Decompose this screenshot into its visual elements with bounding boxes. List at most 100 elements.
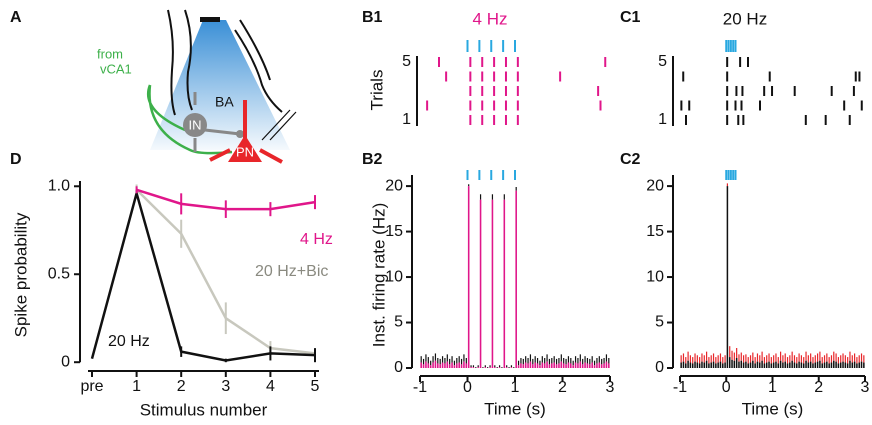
bar bbox=[529, 361, 532, 368]
bar bbox=[479, 199, 482, 368]
x-tick-label: -1 bbox=[673, 379, 687, 396]
bar bbox=[427, 363, 430, 368]
bar bbox=[425, 361, 427, 368]
bar bbox=[759, 362, 761, 368]
bar bbox=[789, 362, 791, 368]
x-tick-label: 1 bbox=[132, 378, 141, 395]
series-label: 20 Hz bbox=[108, 333, 150, 350]
panel-label: C1 bbox=[620, 9, 641, 26]
bar bbox=[775, 361, 777, 368]
bar bbox=[448, 364, 451, 368]
y-tick-label: 0 bbox=[61, 353, 70, 370]
bar bbox=[826, 361, 828, 368]
series-label: 20 Hz+Bic bbox=[255, 263, 328, 280]
bar bbox=[701, 361, 703, 368]
y-tick-label: 20 bbox=[385, 177, 403, 194]
bar bbox=[434, 360, 437, 368]
bar bbox=[735, 357, 738, 368]
bar bbox=[779, 360, 782, 368]
bar bbox=[577, 363, 579, 368]
bar bbox=[763, 363, 766, 368]
bar bbox=[494, 367, 496, 368]
bar bbox=[498, 367, 501, 368]
x-tick-label: 1 bbox=[511, 379, 520, 396]
x-tick-label: 3 bbox=[861, 379, 870, 396]
bar bbox=[756, 361, 759, 368]
bar bbox=[527, 363, 529, 368]
bar bbox=[422, 364, 425, 368]
bar bbox=[555, 364, 558, 368]
bar bbox=[828, 363, 830, 368]
bar bbox=[726, 186, 729, 368]
y-tick-label: 1 bbox=[402, 111, 411, 128]
bar bbox=[844, 362, 847, 368]
bar bbox=[719, 361, 722, 368]
bar bbox=[768, 361, 770, 368]
bar bbox=[712, 361, 715, 368]
bar bbox=[793, 362, 796, 368]
bar bbox=[742, 362, 745, 368]
bar bbox=[472, 367, 475, 368]
bar bbox=[603, 363, 605, 368]
bar bbox=[807, 362, 810, 368]
bar bbox=[791, 360, 793, 368]
bar bbox=[446, 361, 449, 368]
x-tick-label: 4 bbox=[266, 378, 275, 395]
bar bbox=[581, 364, 584, 368]
bar bbox=[579, 361, 582, 368]
y-tick-label: 10 bbox=[385, 268, 403, 285]
bar bbox=[816, 361, 819, 368]
x-tick-label: 2 bbox=[558, 379, 567, 396]
bar bbox=[849, 360, 851, 368]
principal-neuron bbox=[228, 135, 262, 162]
bar bbox=[682, 361, 685, 368]
bar bbox=[441, 362, 444, 368]
bar bbox=[541, 362, 544, 368]
y-tick-label: 5 bbox=[658, 53, 667, 70]
bar bbox=[453, 365, 456, 368]
bar bbox=[437, 363, 439, 368]
region-label: BA bbox=[215, 94, 234, 110]
bar bbox=[809, 361, 812, 368]
bar bbox=[830, 362, 833, 368]
bar bbox=[460, 364, 463, 368]
bar bbox=[565, 364, 567, 368]
y-tick-label: 15 bbox=[385, 223, 403, 240]
bar bbox=[740, 360, 743, 368]
bar bbox=[572, 365, 574, 368]
bar bbox=[833, 360, 835, 368]
bar bbox=[749, 362, 752, 368]
input-label: from bbox=[97, 46, 123, 61]
y-tick-label: 0.5 bbox=[48, 265, 70, 282]
y-tick-label: 15 bbox=[646, 223, 664, 240]
bar bbox=[715, 363, 717, 368]
bar bbox=[782, 362, 784, 368]
panel-label: A bbox=[10, 9, 22, 26]
x-tick-label: 2 bbox=[177, 378, 186, 395]
bar bbox=[484, 367, 487, 368]
bar bbox=[451, 362, 453, 368]
bar bbox=[703, 362, 706, 368]
panel-label: D bbox=[10, 151, 22, 168]
bar bbox=[858, 362, 860, 368]
bar bbox=[731, 359, 733, 368]
bar bbox=[608, 363, 610, 368]
x-tick-label: 3 bbox=[606, 379, 615, 396]
bar bbox=[429, 365, 432, 368]
bar bbox=[503, 199, 506, 368]
bar bbox=[733, 360, 736, 368]
y-tick-label: 10 bbox=[646, 268, 664, 285]
bar bbox=[856, 363, 858, 368]
pn-label: PN bbox=[236, 144, 254, 159]
panel-label: C2 bbox=[620, 151, 641, 168]
bar bbox=[823, 362, 826, 368]
bar bbox=[589, 364, 591, 368]
bar bbox=[738, 361, 740, 368]
bar bbox=[728, 357, 731, 368]
bar bbox=[800, 362, 803, 368]
y-tick-label: 5 bbox=[402, 53, 411, 70]
bar bbox=[546, 361, 548, 368]
series-label: 4 Hz bbox=[300, 231, 333, 248]
y-tick-label: 1.0 bbox=[48, 177, 70, 194]
